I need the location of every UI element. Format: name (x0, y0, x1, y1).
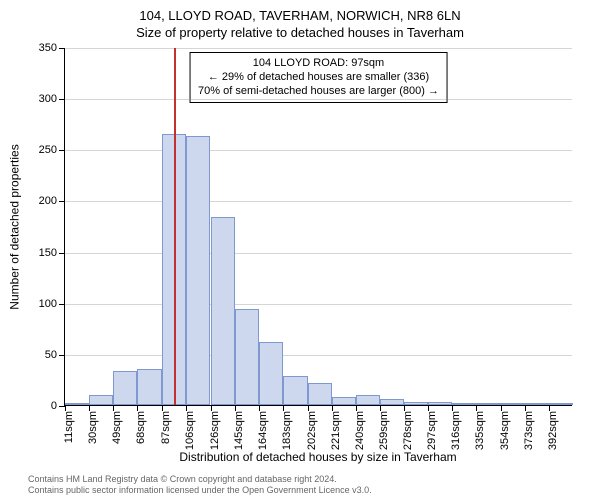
y-tick-label: 250 (27, 144, 57, 156)
x-tick-label: 106sqm (184, 411, 196, 450)
titles: 104, LLOYD ROAD, TAVERHAM, NORWICH, NR8 … (0, 0, 600, 40)
histogram-bar (211, 217, 235, 405)
annotation-line-2: ← 29% of detached houses are smaller (33… (198, 71, 439, 85)
y-tick-label: 50 (27, 349, 57, 361)
histogram-bar (332, 397, 356, 405)
histogram-bar (89, 395, 113, 405)
histogram-bar (65, 403, 89, 405)
x-tick-label: 126sqm (209, 411, 221, 450)
x-tick-label: 87sqm (160, 411, 172, 444)
title-sub: Size of property relative to detached ho… (0, 25, 600, 40)
x-tick-label: 297sqm (426, 411, 438, 450)
x-tick-label: 183sqm (281, 411, 293, 450)
x-axis-label: Distribution of detached houses by size … (64, 450, 572, 464)
histogram-bar (549, 403, 573, 405)
x-tick-label: 145sqm (233, 411, 245, 450)
x-tick-label: 11sqm (63, 411, 75, 443)
annotation-box: 104 LLOYD ROAD: 97sqm ← 29% of detached … (189, 52, 448, 103)
attribution: Contains HM Land Registry data © Crown c… (28, 474, 590, 496)
x-tick-label: 164sqm (257, 411, 269, 450)
histogram-bar (186, 136, 210, 405)
x-tick-label: 316sqm (450, 411, 462, 450)
x-tick-label: 221sqm (330, 411, 342, 450)
x-tick-label: 202sqm (306, 411, 318, 450)
x-tick-label: 373sqm (523, 411, 535, 450)
x-tick-label: 259sqm (378, 411, 390, 450)
gridline (65, 48, 572, 49)
y-axis-label: Number of detached properties (8, 48, 22, 406)
histogram-bar (113, 371, 137, 405)
y-tick-label: 100 (27, 298, 57, 310)
x-tick-label: 354sqm (499, 411, 511, 450)
histogram-bar (428, 402, 452, 405)
gridline (65, 304, 572, 305)
histogram-bar (137, 369, 161, 405)
gridline (65, 150, 572, 151)
y-tick (59, 253, 65, 254)
histogram-bar (235, 309, 259, 405)
chart-area: 104 LLOYD ROAD: 97sqm ← 29% of detached … (64, 48, 572, 406)
histogram-bar (283, 376, 307, 405)
y-axis-label-text: Number of detached properties (8, 144, 22, 309)
y-tick-label: 0 (27, 400, 57, 412)
figure-root: 104, LLOYD ROAD, TAVERHAM, NORWICH, NR8 … (0, 0, 600, 500)
y-tick-label: 200 (27, 195, 57, 207)
histogram-bar (501, 403, 525, 405)
attribution-line-2: Contains public sector information licen… (28, 485, 590, 496)
gridline (65, 355, 572, 356)
histogram-bar (404, 402, 428, 405)
histogram-bar (380, 399, 404, 405)
histogram-bar (356, 395, 380, 405)
x-tick-label: 278sqm (402, 411, 414, 450)
histogram-bar (525, 403, 549, 405)
gridline (65, 99, 572, 100)
x-tick-label: 30sqm (87, 411, 99, 444)
x-tick-label: 240sqm (354, 411, 366, 450)
y-tick (59, 355, 65, 356)
histogram-bar (308, 383, 332, 406)
y-tick-label: 150 (27, 247, 57, 259)
y-tick (59, 48, 65, 49)
histogram-bar (452, 403, 476, 405)
y-tick (59, 201, 65, 202)
plot: 104 LLOYD ROAD: 97sqm ← 29% of detached … (64, 48, 572, 406)
attribution-line-1: Contains HM Land Registry data © Crown c… (28, 474, 590, 485)
gridline (65, 201, 572, 202)
x-tick-label: 335sqm (474, 411, 486, 450)
y-tick-label: 350 (27, 42, 57, 54)
x-tick-label: 68sqm (135, 411, 147, 444)
annotation-line-3: 70% of semi-detached houses are larger (… (198, 85, 439, 99)
y-tick (59, 304, 65, 305)
title-main: 104, LLOYD ROAD, TAVERHAM, NORWICH, NR8 … (0, 8, 600, 23)
gridline (65, 253, 572, 254)
histogram-bar (259, 342, 283, 405)
x-tick-label: 392sqm (547, 411, 559, 450)
annotation-line-1: 104 LLOYD ROAD: 97sqm (198, 57, 439, 71)
histogram-bar (476, 403, 500, 405)
y-tick-label: 300 (27, 93, 57, 105)
y-tick (59, 150, 65, 151)
x-tick-label: 49sqm (111, 411, 123, 444)
reference-line (174, 48, 176, 405)
y-tick (59, 99, 65, 100)
